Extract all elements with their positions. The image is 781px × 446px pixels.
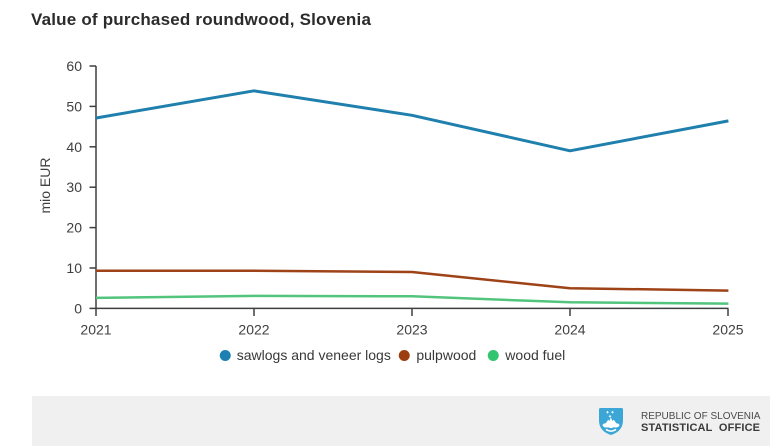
svg-text:2022: 2022 [238, 322, 269, 338]
svg-text:2025: 2025 [712, 322, 743, 338]
svg-text:10: 10 [66, 260, 82, 276]
svg-text:20: 20 [66, 220, 82, 236]
svg-text:50: 50 [66, 98, 82, 114]
svg-text:0: 0 [74, 300, 82, 316]
svg-text:60: 60 [66, 58, 82, 74]
svg-text:40: 40 [66, 139, 82, 155]
svg-text:30: 30 [66, 179, 82, 195]
svg-text:2021: 2021 [80, 322, 111, 338]
svg-text:2024: 2024 [554, 322, 585, 338]
svg-text:mio EUR: mio EUR [37, 157, 53, 213]
svg-text:2023: 2023 [396, 322, 427, 338]
